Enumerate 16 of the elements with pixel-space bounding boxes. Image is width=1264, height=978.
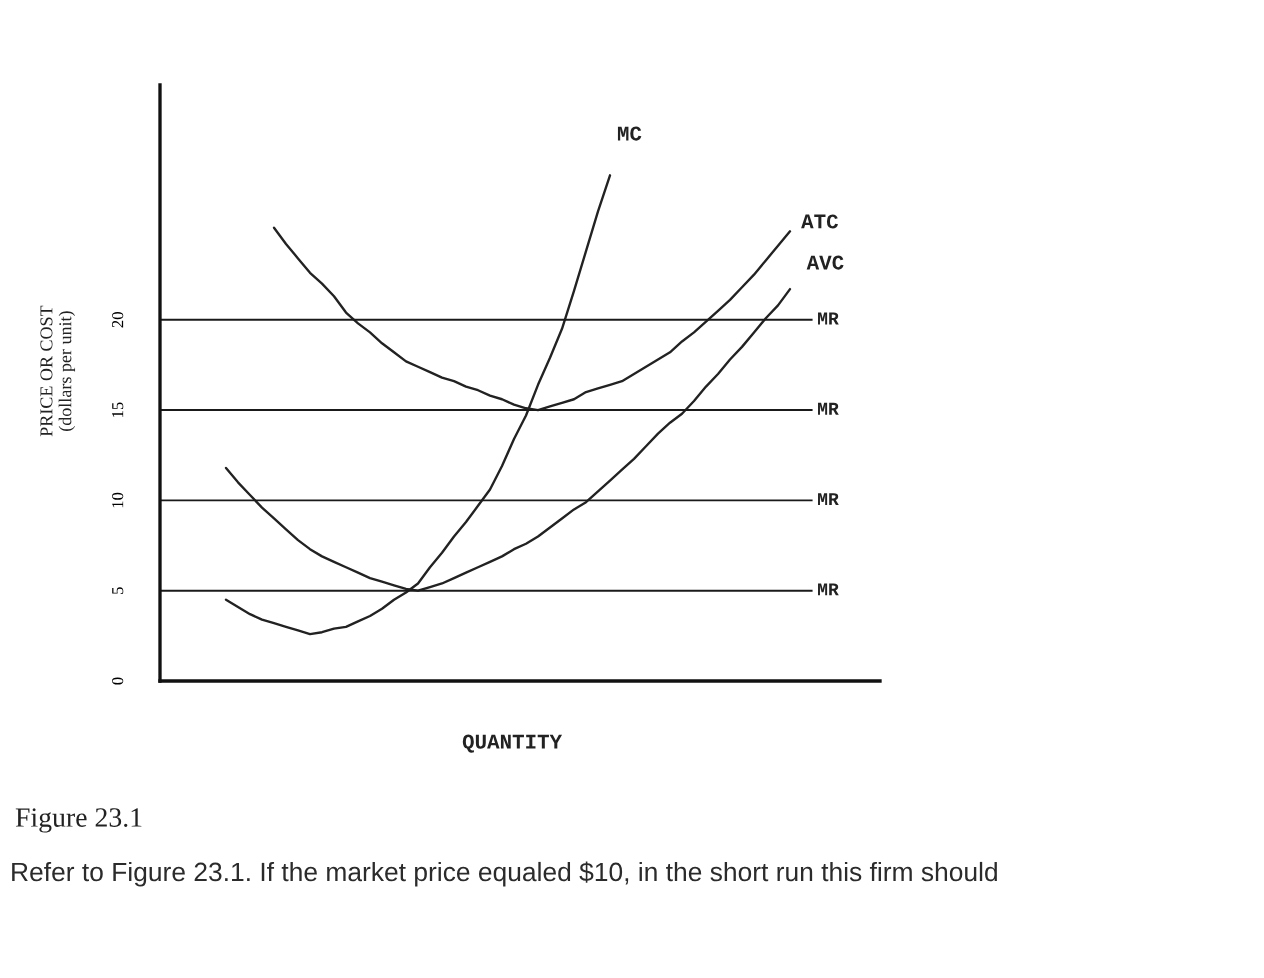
series-label: ATC: [801, 214, 839, 229]
text: Refer to Figure 23.1. If the market price equaled $10, in the short run this firm should: [12, 861, 997, 887]
ref-line-label: MR: [818, 312, 839, 325]
y-tick-label: 20: [112, 312, 124, 328]
ref-line-label: MR: [818, 493, 839, 506]
y-tick-label: 10: [112, 492, 124, 508]
caption: Figure 23.1: [15, 808, 142, 833]
series-label: MC: [617, 126, 642, 141]
y-axis-title: PRICE OR COST (dollars per unit): [40, 305, 76, 437]
x-axis-title: QUANTITY: [462, 734, 563, 753]
y-tick-label: 0: [112, 677, 124, 685]
y-tick-label: 15: [112, 402, 124, 417]
series-label: AVC: [806, 255, 844, 270]
ref-line-label: MR: [818, 402, 839, 415]
y-tick-label: 5: [112, 587, 124, 594]
ref-line-label: MR: [818, 583, 839, 596]
